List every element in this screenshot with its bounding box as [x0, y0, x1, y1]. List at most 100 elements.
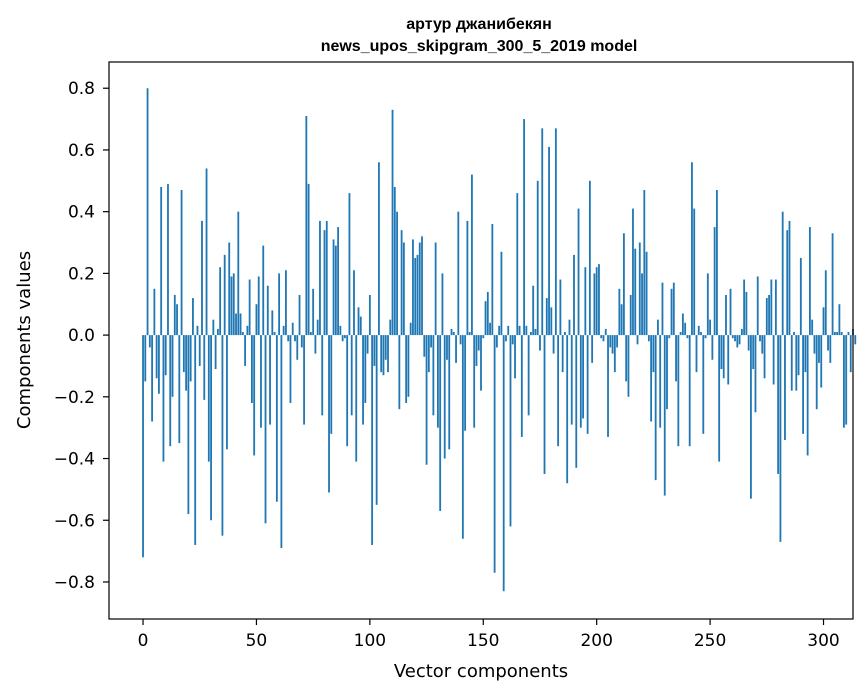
bar [357, 307, 360, 336]
bar [309, 332, 312, 336]
bar [602, 335, 605, 342]
bar [185, 335, 188, 391]
bar [169, 335, 172, 447]
bar [278, 273, 281, 336]
bar [552, 335, 555, 354]
bar [768, 294, 770, 336]
bar [253, 335, 256, 456]
bar [350, 335, 353, 416]
bar [713, 227, 716, 336]
bar [688, 335, 691, 447]
bar [523, 119, 526, 336]
bar [414, 257, 417, 336]
bar [820, 335, 823, 388]
bar [695, 335, 698, 373]
bar [731, 335, 734, 339]
bar [765, 298, 768, 336]
bar [824, 270, 827, 336]
bar [180, 190, 183, 336]
bar [473, 335, 476, 428]
bar [759, 335, 761, 342]
bar [736, 335, 739, 348]
bar [795, 335, 798, 391]
bar [550, 307, 553, 336]
y-tick-label: 0.0 [68, 326, 95, 346]
bar [554, 128, 557, 336]
bar [343, 335, 346, 339]
bar [784, 335, 786, 441]
y-tick-label: 0.8 [68, 79, 95, 99]
bar [189, 335, 192, 382]
bar [643, 190, 646, 336]
bar [620, 304, 623, 336]
bar [219, 267, 222, 336]
bar [484, 301, 487, 336]
bar [230, 276, 233, 336]
bar [323, 230, 326, 336]
bar [632, 208, 634, 336]
bar [722, 335, 725, 379]
bar [718, 335, 721, 462]
bar [706, 273, 709, 336]
chart-title-line1: артур джанибекян [406, 16, 551, 33]
bar [235, 313, 237, 336]
bar [507, 325, 510, 336]
bar [743, 279, 746, 336]
bar [843, 335, 845, 428]
bar [482, 335, 485, 339]
bar [466, 220, 469, 336]
bar [845, 335, 848, 425]
bar [670, 288, 673, 336]
bar [598, 264, 600, 336]
bar [793, 332, 795, 336]
bar [239, 313, 242, 336]
bar [366, 335, 369, 354]
bar [339, 325, 342, 336]
bar [443, 335, 446, 459]
bar [250, 335, 253, 403]
bar [389, 319, 392, 336]
bar [232, 273, 235, 336]
bar [291, 322, 294, 336]
bar [593, 273, 596, 336]
bar [557, 335, 560, 447]
bar [672, 282, 675, 336]
bar [505, 335, 507, 342]
bar [500, 251, 503, 336]
bar [763, 335, 766, 379]
bar [146, 88, 149, 336]
bar [203, 335, 206, 400]
bar [747, 335, 750, 351]
bar [831, 233, 834, 336]
bar [412, 239, 414, 336]
bar [153, 288, 156, 336]
bar [269, 335, 271, 425]
bar [629, 294, 632, 336]
bar [214, 335, 217, 370]
bar [772, 335, 775, 385]
bar [561, 335, 564, 373]
bar [564, 332, 566, 336]
bar [282, 325, 285, 336]
bar [196, 325, 199, 336]
bar [382, 335, 385, 376]
bar [756, 276, 759, 336]
bar [514, 335, 516, 379]
bar [691, 162, 693, 336]
bar [715, 190, 718, 336]
bar [384, 335, 387, 360]
bar [416, 254, 419, 336]
bar [216, 328, 219, 336]
bar [378, 162, 380, 336]
bar [464, 335, 467, 431]
bar [808, 227, 811, 336]
bar [625, 335, 628, 382]
bar [516, 193, 519, 336]
bar [477, 335, 480, 351]
bar [373, 335, 376, 366]
bar [725, 294, 727, 336]
bar [711, 335, 714, 360]
bar [818, 335, 820, 363]
bar [391, 109, 394, 336]
bar [534, 328, 537, 336]
